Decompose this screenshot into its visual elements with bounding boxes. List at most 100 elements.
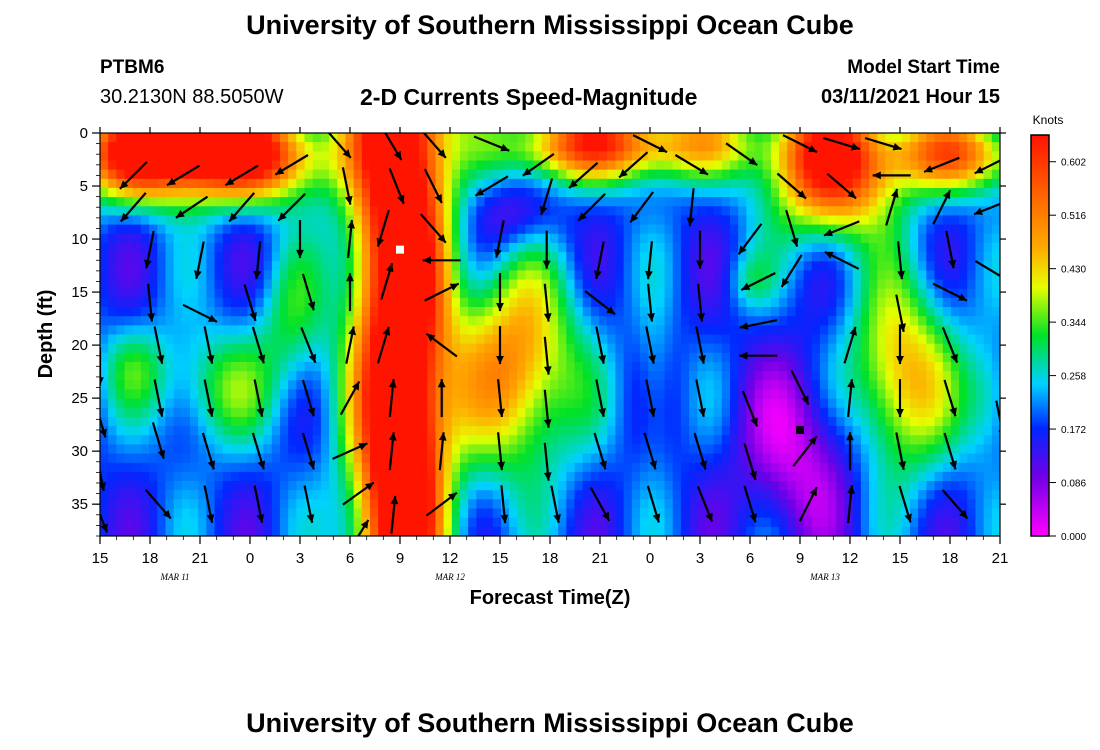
heatmap-cell [190, 151, 199, 162]
heatmap-cell [918, 490, 927, 500]
heatmap-cell [124, 499, 134, 510]
heatmap-cell [860, 416, 870, 427]
heatmap-cell [435, 426, 445, 436]
heatmap-cell [271, 371, 281, 381]
heatmap-cell [631, 297, 641, 308]
heatmap-cell [181, 343, 191, 354]
heatmap-cell [730, 178, 739, 189]
heatmap-cell [885, 334, 895, 345]
heatmap-cell [329, 416, 338, 427]
heatmap-cell [149, 398, 158, 409]
heatmap-cell [689, 279, 698, 290]
heatmap-cell [157, 261, 167, 271]
heatmap-cell [967, 471, 977, 482]
heatmap-cell [640, 398, 649, 409]
heatmap-cell [533, 261, 543, 271]
heatmap-cell [640, 169, 649, 180]
heatmap-cell [967, 398, 977, 409]
heatmap-cell [566, 508, 576, 519]
heatmap-cell [803, 297, 813, 308]
heatmap-cell [648, 178, 657, 189]
heatmap-cell [214, 526, 224, 536]
heatmap-cell [124, 435, 134, 446]
heatmap-cell [877, 252, 887, 262]
heatmap-cell [648, 325, 657, 336]
heatmap-cell [222, 508, 232, 519]
heatmap-cell [468, 178, 477, 189]
heatmap-cell [247, 371, 257, 381]
heatmap-cell [206, 334, 216, 345]
heatmap-cell [206, 426, 216, 436]
heatmap-cell [893, 343, 903, 354]
heatmap-cell [615, 133, 625, 143]
heatmap-cell [877, 526, 887, 536]
heatmap-cell [697, 435, 707, 446]
heatmap-cell [370, 325, 379, 336]
heatmap-cell [288, 371, 297, 381]
heatmap-cell [590, 316, 600, 326]
heatmap-cell [173, 252, 183, 262]
heatmap-cell [877, 426, 887, 436]
heatmap-cell [394, 380, 404, 391]
heatmap-cell [239, 490, 248, 500]
heatmap-cell [590, 206, 600, 217]
heatmap-cell [116, 352, 126, 363]
heatmap-cell [697, 233, 707, 244]
heatmap-cell [280, 288, 289, 299]
heatmap-cell [435, 316, 445, 326]
heatmap-cell [852, 490, 862, 500]
heatmap-cell [476, 352, 486, 363]
heatmap-cell [320, 352, 330, 363]
heatmap-cell [885, 279, 895, 290]
heatmap-cell [779, 380, 788, 391]
heatmap-cell [803, 316, 813, 326]
heatmap-cell [509, 508, 518, 519]
heatmap-cell [910, 224, 919, 235]
heatmap-cell [525, 316, 535, 326]
heatmap-cell [435, 508, 445, 519]
heatmap-cell [386, 416, 396, 427]
heatmap-cell [762, 325, 772, 336]
heatmap-cell [893, 499, 903, 510]
heatmap-cell [623, 361, 633, 372]
heatmap-cell [500, 352, 510, 363]
heatmap-cell [173, 206, 183, 217]
heatmap-cell [320, 142, 330, 152]
heatmap-cell [353, 352, 363, 363]
heatmap-cell [492, 233, 502, 244]
heatmap-cell [770, 435, 780, 446]
heatmap-cell [263, 133, 273, 143]
heatmap-cell [656, 435, 666, 446]
heatmap-cell [926, 169, 936, 180]
heatmap-cell [525, 279, 535, 290]
heatmap-cell [484, 471, 494, 482]
heatmap-cell [427, 517, 437, 528]
heatmap-cell [419, 371, 428, 381]
heatmap-cell [582, 133, 592, 143]
heatmap-cell [394, 215, 404, 226]
heatmap-cell [500, 526, 510, 536]
heatmap-cell [860, 471, 870, 482]
heatmap-cell [533, 279, 543, 290]
heatmap-cell [787, 334, 797, 345]
heatmap-cell [460, 389, 469, 400]
heatmap-cell [607, 380, 617, 391]
heatmap-cell [820, 178, 829, 189]
heatmap-cell [312, 224, 322, 235]
heatmap-cell [468, 380, 477, 391]
heatmap-cell [770, 133, 780, 143]
heatmap-cell [419, 133, 428, 143]
heatmap-cell [353, 389, 363, 400]
heatmap-cell [100, 361, 109, 372]
heatmap-cell [828, 142, 837, 152]
heatmap-cell [852, 499, 862, 510]
heatmap-cell [378, 371, 387, 381]
heatmap-cell [533, 371, 543, 381]
heatmap-cell [304, 407, 314, 418]
heatmap-cell [280, 279, 289, 290]
heatmap-cell [410, 316, 420, 326]
heatmap-cell [312, 462, 322, 473]
heatmap-cell [787, 325, 797, 336]
heatmap-cell [394, 270, 404, 281]
heatmap-cell [689, 371, 698, 381]
